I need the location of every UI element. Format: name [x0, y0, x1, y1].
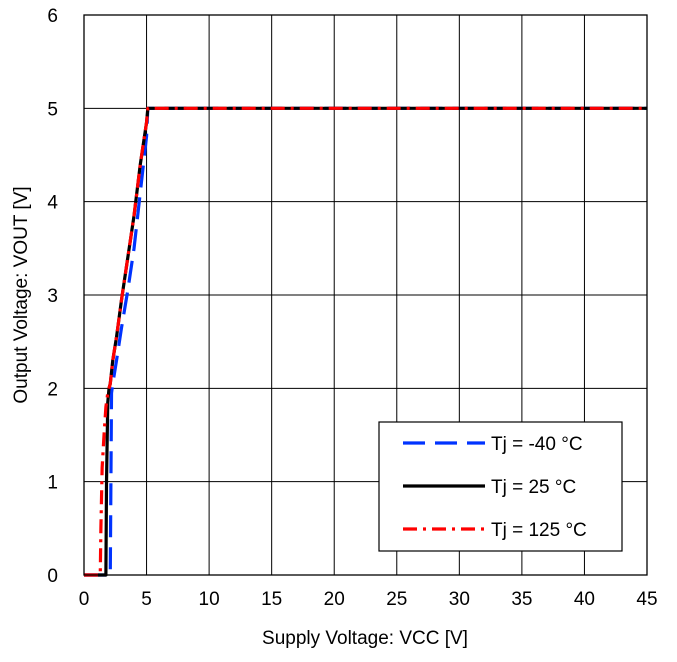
y-tick-label: 4 — [47, 193, 58, 214]
legend: Tj = -40 °C Tj = 25 °C Tj = 125 °C — [378, 421, 623, 552]
y-tick-label: 1 — [47, 473, 58, 494]
y-tick-label: 5 — [47, 99, 58, 120]
plot-frame — [83, 14, 648, 576]
x-tick-label: 0 — [79, 589, 90, 610]
x-tick-label: 25 — [386, 589, 407, 610]
legend-label-2: Tj = 25 °C — [491, 477, 576, 498]
x-tick-label: 35 — [511, 589, 532, 610]
x-tick-label: 45 — [636, 589, 657, 610]
x-tick-label: 5 — [141, 589, 152, 610]
x-tick-label: 15 — [261, 589, 282, 610]
x-tick-label: 20 — [324, 589, 345, 610]
series-line-3 — [84, 106, 647, 577]
legend-label-1: Tj = -40 °C — [491, 434, 583, 455]
x-axis-label: Supply Voltage: VCC [V] — [262, 628, 468, 649]
y-tick-label: 2 — [47, 379, 58, 400]
x-tick-label: 30 — [449, 589, 470, 610]
series-line-1 — [84, 106, 647, 577]
series-layer — [84, 106, 647, 577]
y-tick-label: 3 — [47, 286, 58, 307]
y-axis-label: Output Voltage: VOUT [V] — [11, 186, 32, 403]
x-tick-label: 40 — [574, 589, 595, 610]
y-tick-label: 0 — [47, 566, 58, 587]
legend-label-3: Tj = 125 °C — [491, 520, 587, 541]
y-tick-label: 6 — [47, 6, 58, 27]
x-tick-label: 10 — [199, 589, 220, 610]
